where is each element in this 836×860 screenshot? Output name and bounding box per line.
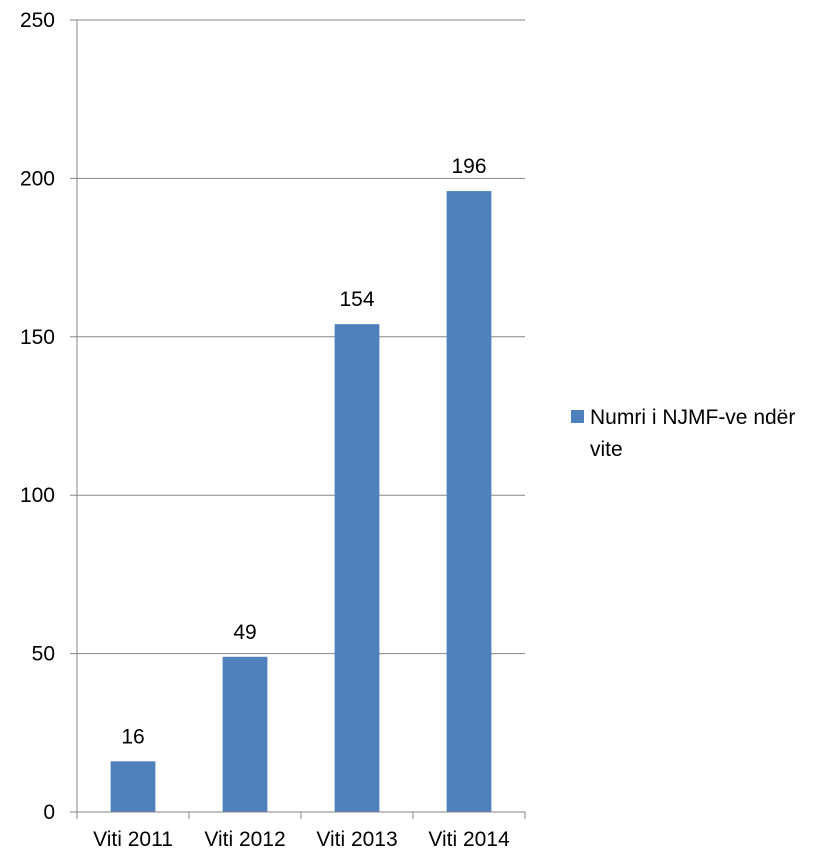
y-tick-label: 200 <box>20 167 55 190</box>
x-tick-label: Viti 2012 <box>204 828 285 851</box>
y-tick-label: 100 <box>20 484 55 507</box>
bar-viti-2013 <box>334 324 380 812</box>
data-label: 16 <box>121 725 144 748</box>
bar-viti-2012 <box>222 656 268 812</box>
data-label: 196 <box>451 155 486 178</box>
x-tick-label: Viti 2011 <box>93 828 173 851</box>
legend-label-line-1: Numri i NJMF-ve ndër <box>590 406 795 429</box>
bars <box>110 191 492 812</box>
legend-label-line-2: vite <box>590 438 623 461</box>
data-label: 49 <box>233 621 256 644</box>
y-tick-label: 0 <box>43 801 55 824</box>
axes <box>70 19 526 819</box>
bar-viti-2011 <box>110 761 156 812</box>
data-label: 154 <box>339 288 374 311</box>
x-axis-category-labels: Viti 2011 Viti 2012 Viti 2013 Viti 2014 <box>93 828 510 851</box>
bar-viti-2014 <box>446 191 492 812</box>
x-tick-label: Viti 2013 <box>316 828 397 851</box>
y-axis-tick-labels: 0 50 100 150 200 250 <box>20 9 55 824</box>
legend-swatch <box>571 410 584 423</box>
y-tick-label: 150 <box>20 326 55 349</box>
y-tick-label: 50 <box>32 643 55 666</box>
data-labels: 16 49 154 196 <box>121 155 486 748</box>
x-tick-label: Viti 2014 <box>428 828 510 851</box>
legend: Numri i NJMF-ve ndër vite <box>571 406 795 461</box>
y-tick-label: 250 <box>20 9 55 32</box>
